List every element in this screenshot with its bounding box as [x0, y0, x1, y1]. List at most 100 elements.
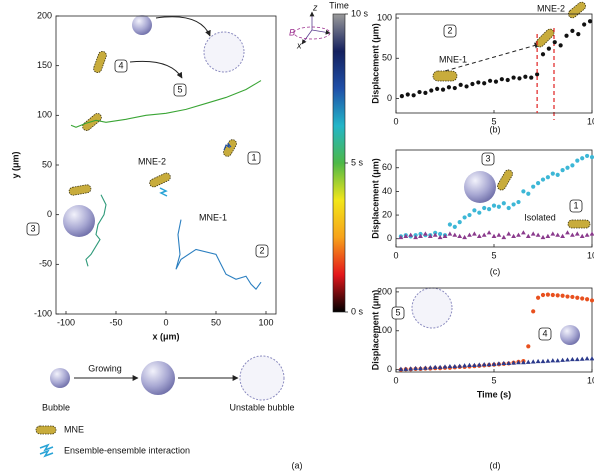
x-tick-label: -100: [57, 317, 75, 327]
data-point: [587, 19, 593, 24]
data-point: [442, 233, 448, 238]
data-point: [545, 175, 551, 180]
data-point: [560, 293, 565, 298]
data-point: [447, 222, 452, 227]
data-point: [579, 233, 585, 238]
data-point: [403, 366, 409, 371]
annotation: 1: [573, 200, 578, 210]
data-point: [413, 234, 418, 240]
data-point: [482, 81, 487, 86]
colorbar-tick-label: 10 s: [351, 8, 369, 18]
data-point: [565, 165, 570, 170]
data-point: [589, 356, 594, 361]
data-point: [517, 76, 522, 81]
data-point: [535, 358, 541, 364]
annotation-box: [569, 199, 583, 213]
axis-icon-label: x: [296, 40, 302, 50]
y-axis-label: Displacement (μm): [370, 158, 380, 239]
y-tick-label: 100: [37, 110, 52, 120]
data-point: [580, 156, 585, 161]
axis-icon-label: z: [312, 2, 318, 12]
data-point: [491, 233, 497, 238]
y-tick-label: 0: [387, 364, 392, 374]
data-point: [550, 292, 555, 298]
data-point: [487, 78, 493, 83]
colorbar-tick-label: 5 s: [351, 157, 364, 167]
y-tick-label: -100: [34, 308, 52, 318]
data-point: [555, 293, 560, 298]
annotation: 1: [251, 152, 256, 162]
data-point: [418, 233, 423, 238]
data-point: [545, 233, 551, 238]
data-point: [417, 89, 422, 95]
data-point: [550, 171, 555, 176]
annotation-box: [255, 244, 269, 258]
data-point: [560, 357, 565, 362]
data-point: [570, 163, 575, 168]
data-point: [546, 46, 551, 51]
data-point: [582, 22, 587, 27]
data-point: [457, 233, 463, 238]
annotation: 3: [30, 223, 35, 233]
data-point: [442, 364, 448, 369]
data-point: [467, 362, 472, 367]
data-point: [432, 232, 438, 237]
data-point: [540, 177, 546, 182]
data-point: [564, 33, 569, 38]
annotation: 3: [485, 153, 490, 163]
data-point: [440, 87, 446, 92]
annotation: 2: [259, 245, 264, 255]
data-point: [540, 358, 546, 364]
y-tick-label: 60: [382, 162, 392, 172]
panel-label: (d): [490, 460, 501, 470]
annotation: MNE-2: [138, 156, 166, 166]
data-point: [423, 365, 428, 370]
data-point: [555, 358, 561, 363]
data-point: [472, 231, 477, 236]
data-point: [575, 158, 580, 163]
data-point: [446, 85, 452, 90]
data-point: [447, 363, 453, 369]
data-point: [506, 360, 512, 366]
data-point: [467, 232, 472, 237]
annotation: MNE-2: [537, 3, 565, 13]
x-axis-label: x (μm): [152, 331, 179, 341]
data-point: [501, 360, 507, 366]
data-point: [525, 359, 531, 364]
annotation-box: [443, 24, 457, 38]
data-point: [511, 233, 516, 238]
data-point: [501, 201, 506, 206]
annotation: 4: [118, 60, 123, 70]
data-point: [462, 363, 467, 368]
data-point: [531, 184, 536, 189]
y-tick-label: 200: [377, 286, 392, 296]
y-tick-label: 100: [377, 12, 392, 22]
data-point: [398, 234, 404, 240]
data-point: [491, 203, 497, 208]
data-point: [555, 172, 560, 177]
data-point: [476, 80, 481, 85]
annotation-box: [481, 152, 495, 166]
data-point: [496, 204, 501, 209]
data-point: [516, 199, 521, 205]
data-point: [486, 230, 492, 235]
data-point: [506, 205, 511, 211]
data-point: [418, 365, 423, 371]
data-point: [496, 361, 502, 366]
data-point: [423, 90, 428, 95]
data-point: [540, 292, 546, 298]
annotation: Isolated: [524, 212, 556, 222]
schematic-label: Growing: [88, 363, 122, 373]
annotation: 5: [177, 84, 182, 94]
data-point: [486, 362, 492, 367]
data-point: [540, 234, 546, 240]
data-point: [576, 32, 581, 37]
data-point: [437, 234, 443, 240]
annotation-box: [173, 83, 187, 97]
data-point: [437, 364, 443, 369]
legend-label: MNE: [64, 424, 84, 434]
data-point: [536, 181, 541, 186]
data-point: [476, 233, 482, 238]
data-point: [585, 297, 590, 302]
